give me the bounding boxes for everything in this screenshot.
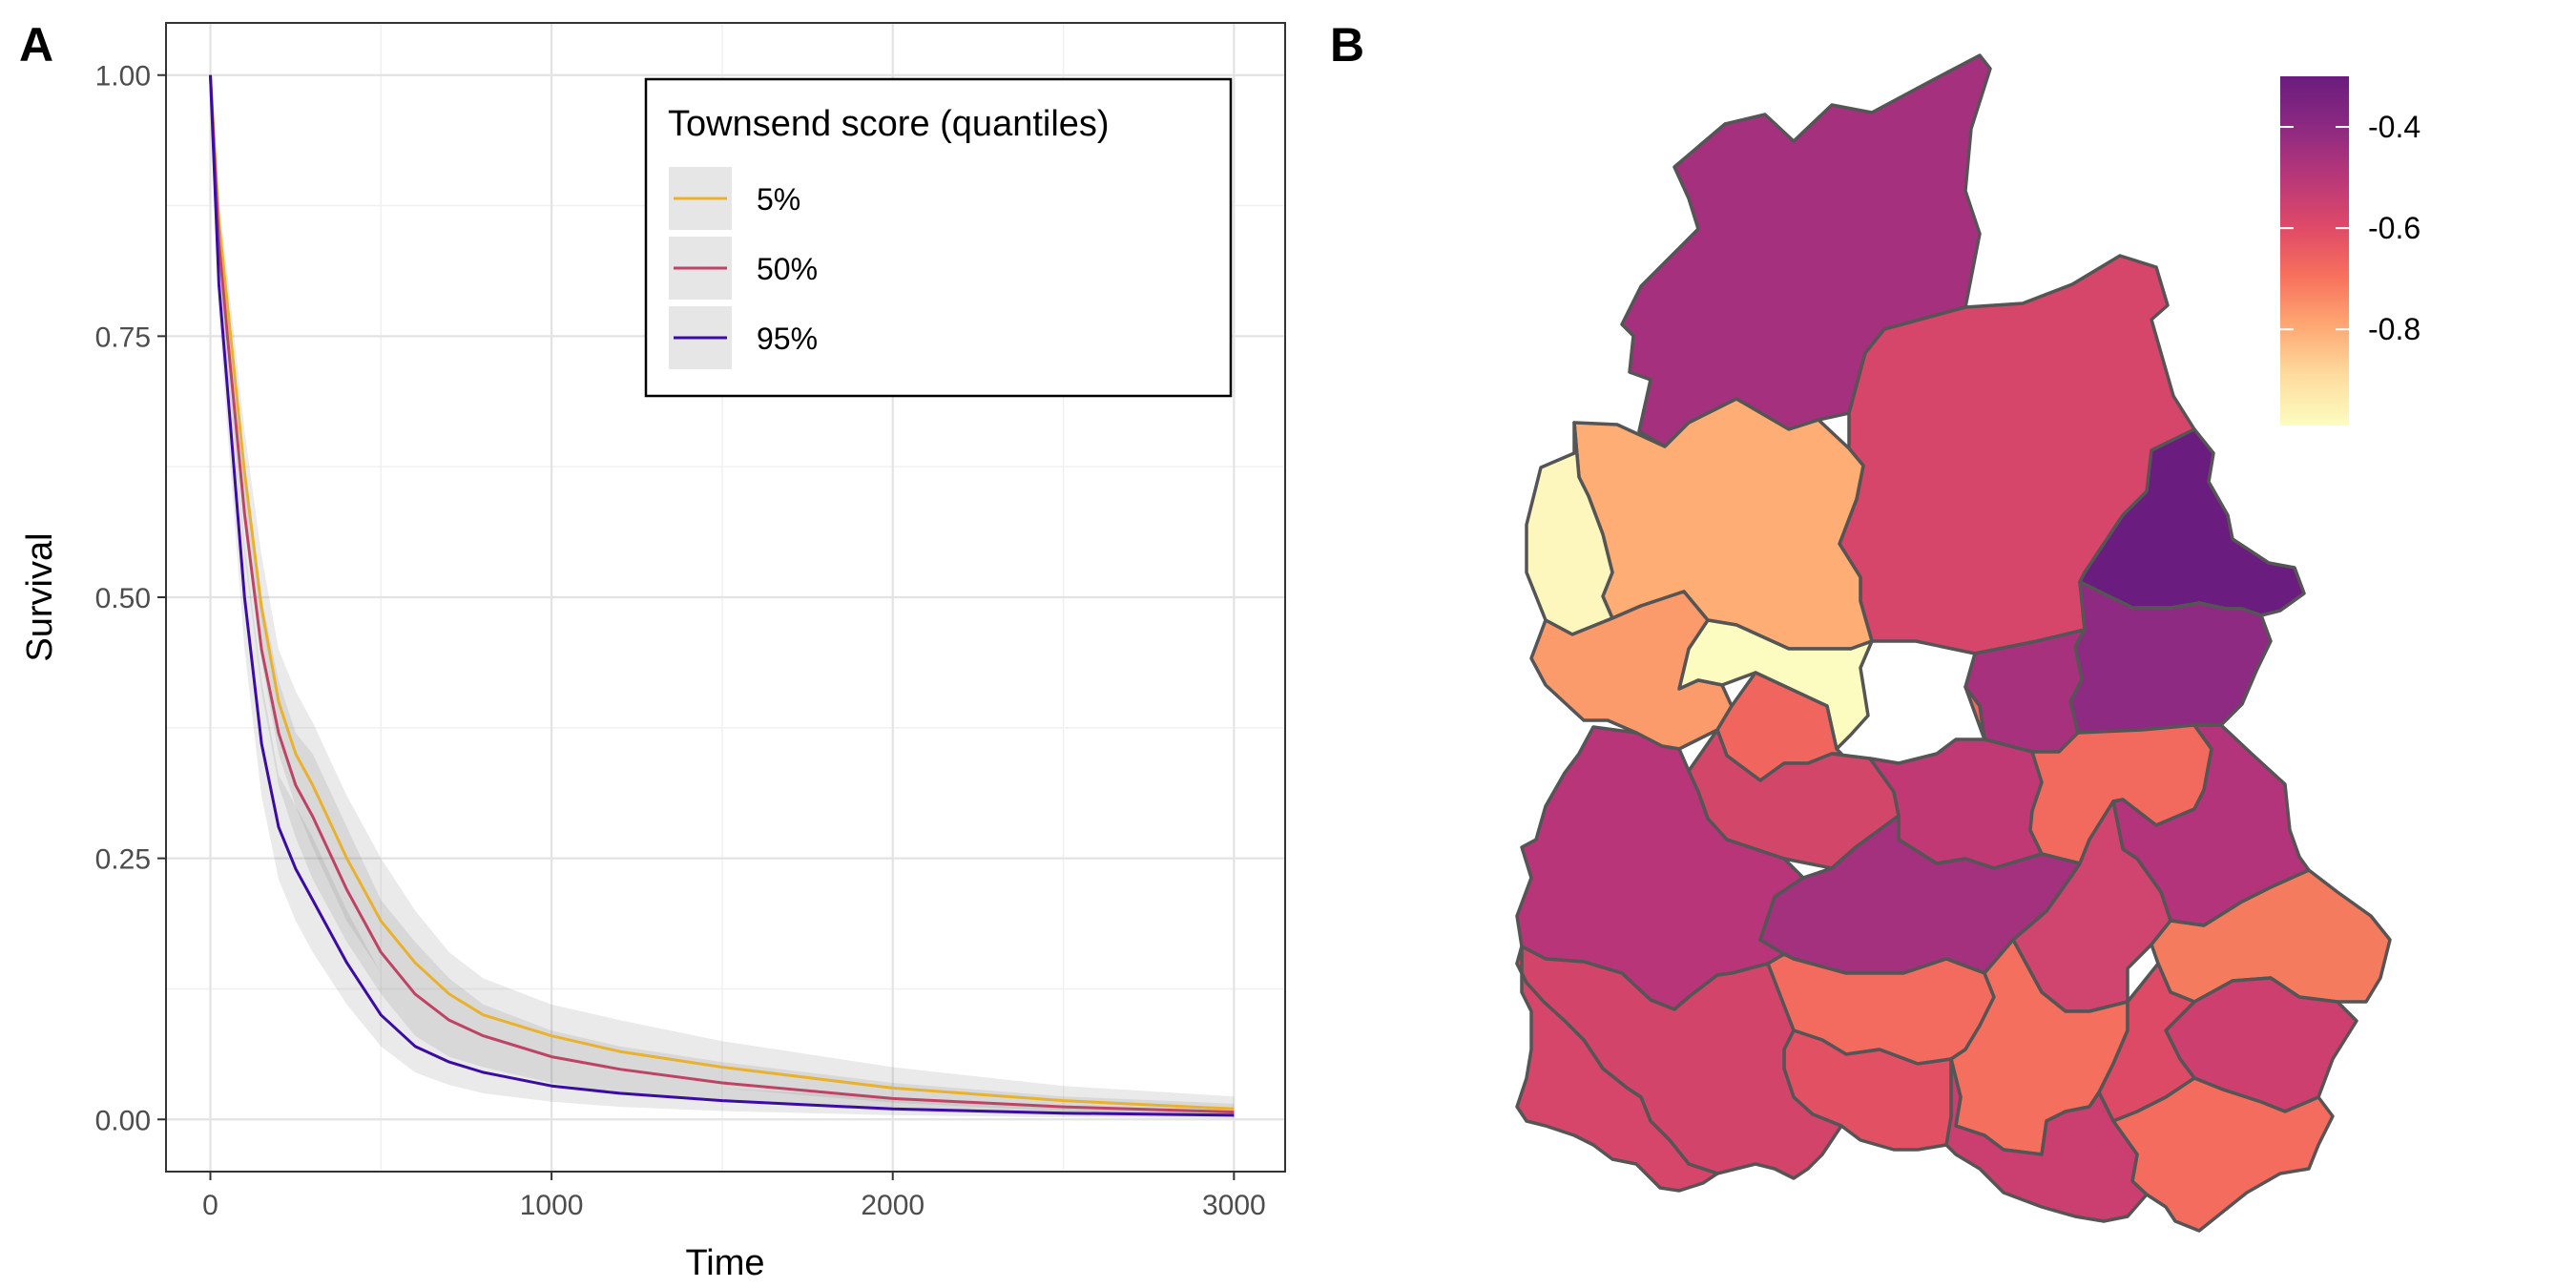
legend-label: 5% — [757, 182, 800, 217]
x-tick-label: 0 — [202, 1190, 218, 1221]
map-region — [1525, 421, 1614, 636]
panel-b-label: B — [1330, 18, 1364, 72]
y-tick-label: 0.25 — [95, 844, 151, 876]
legend-label: 95% — [757, 322, 818, 356]
survival-lines — [209, 74, 1235, 1117]
y-tick-label: 0.50 — [95, 583, 151, 614]
y-tick-label: 0.00 — [95, 1105, 151, 1136]
y-tick-label: 1.00 — [95, 61, 151, 93]
panel-a-label: A — [19, 18, 53, 72]
map-region — [1572, 397, 1874, 651]
legend-label: 50% — [757, 252, 818, 286]
colorbar-tick-label: -0.8 — [2368, 312, 2420, 346]
colorbar-tick-label: -0.4 — [2368, 110, 2420, 144]
y-axis-title: Survival — [20, 532, 60, 661]
x-tick-label: 2000 — [861, 1190, 924, 1221]
map-region — [2011, 800, 2172, 1013]
colorbar: -0.4 -0.6 -0.8 — [2280, 76, 2420, 426]
x-axis-title: Time — [685, 1243, 764, 1283]
map-region — [1944, 1057, 2149, 1223]
map-region — [2111, 1076, 2335, 1233]
x-axis-ticks: 0 1000 2000 3000 — [202, 1172, 1266, 1221]
map-region — [1515, 945, 1719, 1193]
legend-title: Townsend score (quantiles) — [668, 104, 1110, 144]
survival-line-2 — [209, 74, 1235, 1117]
y-tick-label: 0.75 — [95, 322, 151, 353]
x-tick-label: 3000 — [1202, 1190, 1266, 1221]
map-region — [1529, 590, 1734, 751]
colorbar-ticks: -0.4 -0.6 -0.8 — [2280, 110, 2420, 346]
survival-line-0 — [209, 74, 1235, 1111]
legend-box — [644, 77, 1233, 398]
y-axis-ticks: 0.00 0.25 0.50 0.75 1.00 — [95, 61, 166, 1136]
colorbar-tick-label: -0.6 — [2368, 211, 2420, 245]
map-regions — [1515, 53, 2392, 1233]
colorbar-gradient — [2280, 76, 2349, 426]
legend-keys: 5% 50% 95% — [669, 167, 818, 369]
survival-plot-panel: 0.000.250.500.751.00 0 1000 2000 3000 Time … — [20, 22, 1286, 1283]
x-tick-label: 1000 — [520, 1190, 584, 1221]
legend: Townsend score (quantiles) 5% 50% 95% — [644, 77, 1233, 398]
survival-line-1 — [209, 74, 1235, 1114]
choropleth-map-panel: -0.4 -0.6 -0.8 — [1515, 53, 2420, 1233]
